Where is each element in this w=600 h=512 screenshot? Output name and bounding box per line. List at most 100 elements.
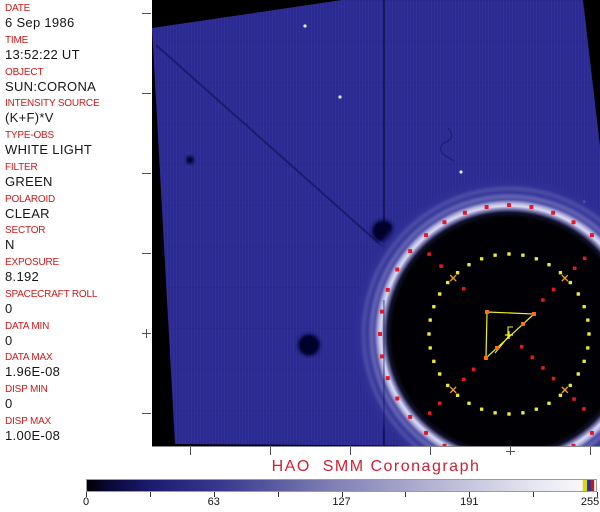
overlay-dot bbox=[446, 383, 450, 388]
metadata-label: DISP MIN bbox=[5, 384, 48, 395]
overlay-dot bbox=[471, 367, 476, 372]
overlay-dot bbox=[541, 298, 545, 302]
metadata-entry: TYPE-OBS WHITE LIGHT bbox=[5, 129, 151, 161]
metadata-entry: OBJECT SUN:CORONA bbox=[5, 66, 151, 98]
overlay-dot bbox=[385, 376, 390, 381]
metadata-entry: FILTER GREEN bbox=[5, 161, 151, 193]
colorbar-tick bbox=[86, 492, 87, 497]
axis-tick-left bbox=[142, 93, 151, 94]
metadata-value: 13:52:22 UT bbox=[5, 46, 80, 62]
overlay-dot bbox=[589, 233, 594, 238]
metadata-label: SECTOR bbox=[5, 225, 46, 237]
overlay-dot bbox=[519, 344, 524, 349]
metadata-entry: EXPOSURE 8.192 bbox=[5, 256, 151, 288]
axis-tick-bottom bbox=[190, 447, 191, 455]
metadata-value: SUN:CORONA bbox=[5, 78, 97, 94]
overlay-dot bbox=[507, 412, 511, 416]
overlay-dot bbox=[586, 318, 590, 322]
coronagraph-image bbox=[152, 0, 600, 447]
metadata-value: GREEN bbox=[5, 173, 53, 189]
overlay-dot bbox=[439, 264, 443, 268]
metadata-value: 0 bbox=[5, 300, 13, 316]
overlay-dot bbox=[558, 271, 563, 275]
colorbar-tick bbox=[533, 492, 535, 497]
overlay-dot bbox=[534, 257, 539, 261]
overlay-dot bbox=[432, 304, 436, 309]
overlay-dot bbox=[462, 210, 467, 215]
overlay-dot bbox=[385, 287, 390, 292]
overlay-dot bbox=[479, 257, 484, 261]
overlay-dot bbox=[395, 396, 400, 401]
annotation-inner-path bbox=[494, 326, 513, 354]
colorbar-tick-label: 0 bbox=[82, 496, 90, 508]
sun-center-cross bbox=[505, 331, 513, 339]
metadata-value: 0 bbox=[5, 396, 13, 411]
overlay-dot bbox=[461, 377, 466, 382]
overlay-dot bbox=[576, 372, 580, 376]
axis-tick-left bbox=[142, 413, 151, 414]
overlay-dot bbox=[395, 267, 400, 272]
overlay-dot bbox=[467, 263, 471, 267]
overlay-dot bbox=[529, 204, 534, 209]
dark-spot bbox=[187, 157, 193, 163]
overlay-dot bbox=[408, 414, 413, 419]
overlay-dot bbox=[479, 407, 484, 411]
metadata-entry: POLAROID CLEAR bbox=[5, 193, 151, 225]
metadata-value: CLEAR bbox=[5, 205, 50, 221]
overlay-dot bbox=[586, 346, 590, 350]
overlay-dot bbox=[438, 372, 442, 376]
overlay-dot bbox=[446, 280, 450, 285]
overlay-dot bbox=[507, 252, 511, 256]
metadata-value: 6 Sep 1986 bbox=[5, 15, 75, 30]
overlay-dot bbox=[428, 346, 432, 350]
overlay-dot bbox=[547, 263, 551, 267]
overlay-dot bbox=[521, 322, 525, 326]
colorbar-tick bbox=[405, 492, 407, 497]
colorbar-tick bbox=[597, 492, 598, 497]
overlay-dot bbox=[427, 252, 431, 256]
pylon-line-over-rim bbox=[383, 300, 385, 445]
overlay-dot bbox=[572, 397, 576, 401]
colorbar-tick bbox=[149, 492, 151, 497]
overlay-dot bbox=[547, 401, 551, 405]
metadata-value: 1.00E-08 bbox=[5, 427, 61, 443]
overlay-dot bbox=[485, 310, 489, 314]
metadata-entry: DATE 6 Sep 1986 bbox=[5, 2, 151, 34]
metadata-label: SPACECRAFT ROLL bbox=[5, 288, 98, 300]
overlay-dot bbox=[521, 411, 525, 415]
overlay-dot bbox=[438, 292, 442, 296]
overlay-dot bbox=[379, 309, 384, 314]
metadata-entry: SECTOR N bbox=[5, 224, 151, 256]
overlay-dot bbox=[437, 401, 442, 406]
overlay-dot bbox=[551, 287, 556, 292]
axis-tick-bottom bbox=[270, 447, 271, 455]
metadata-entry: TIME 13:52:22 UT bbox=[5, 34, 151, 66]
axis-tick-left bbox=[142, 253, 151, 254]
overlay-dot bbox=[582, 407, 586, 411]
metadata-label: POLAROID bbox=[5, 193, 56, 205]
metadata-value: 0 bbox=[5, 332, 13, 348]
overlay-dot bbox=[427, 332, 431, 336]
axis-tick-bottom bbox=[350, 447, 351, 455]
metadata-entry: DATA MIN 0 bbox=[5, 320, 151, 352]
overlay-x-marker bbox=[449, 274, 457, 282]
overlay-dot bbox=[495, 346, 499, 350]
axis-tick-bottom bbox=[590, 447, 591, 455]
overlay-dot bbox=[461, 286, 466, 291]
metadata-label: OBJECT bbox=[5, 66, 44, 78]
overlay-dot bbox=[582, 304, 586, 309]
annotation-outline bbox=[485, 311, 536, 360]
overlay-dot bbox=[507, 203, 511, 207]
diagonal-shadow-line bbox=[155, 44, 393, 256]
image-title: HAO SMM Coronagraph bbox=[271, 458, 481, 475]
overlay-dot bbox=[378, 332, 382, 336]
metadata-entry: DATA MAX 1.96E-08 bbox=[5, 351, 151, 383]
metadata-label: FILTER bbox=[5, 161, 38, 173]
overlay-dot bbox=[424, 233, 429, 238]
overlay-dot bbox=[551, 210, 556, 215]
axis-tick-left bbox=[142, 173, 151, 174]
metadata-label: TIME bbox=[5, 34, 29, 46]
overlay-dot bbox=[568, 280, 572, 285]
colorbar-tick-label: 127 bbox=[332, 496, 351, 508]
overlay-dot bbox=[534, 407, 539, 411]
